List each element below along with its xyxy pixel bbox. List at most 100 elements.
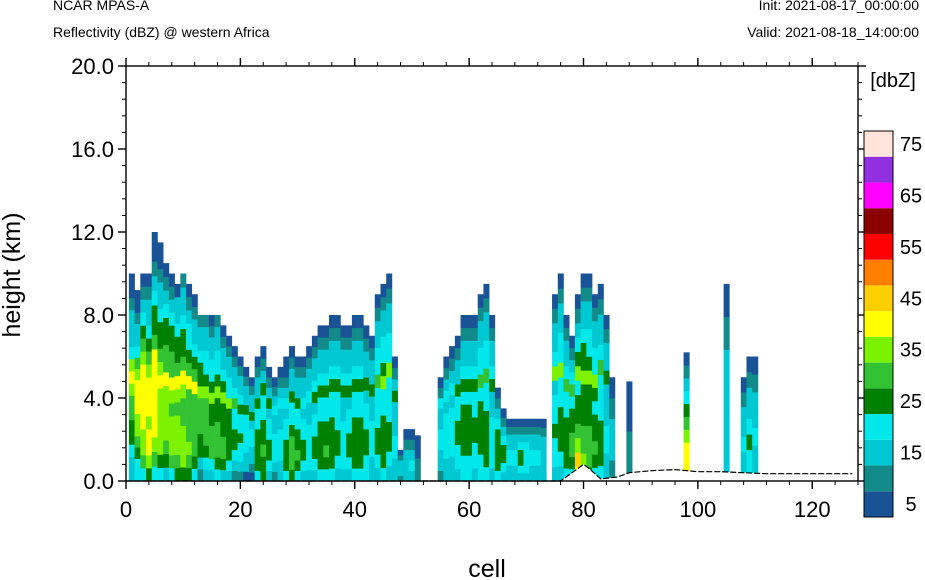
reflectivity-cell — [478, 428, 484, 442]
column-26 — [272, 377, 278, 481]
reflectivity-cell — [306, 357, 312, 369]
reflectivity-cell — [226, 429, 232, 440]
reflectivity-cell — [249, 420, 255, 429]
reflectivity-cell — [186, 402, 192, 415]
reflectivity-cell — [443, 424, 449, 436]
reflectivity-cell — [300, 388, 306, 399]
reflectivity-cell — [512, 465, 518, 473]
reflectivity-cell — [369, 445, 375, 457]
reflectivity-cell — [375, 308, 381, 322]
reflectivity-cell — [215, 469, 221, 481]
reflectivity-cell — [575, 395, 581, 410]
reflectivity-cell — [180, 274, 186, 288]
column-25 — [266, 367, 272, 481]
reflectivity-cell — [209, 315, 215, 326]
reflectivity-cell — [312, 425, 318, 436]
reflectivity-cell — [541, 437, 547, 446]
reflectivity-cell — [380, 428, 386, 441]
reflectivity-cell — [340, 349, 346, 361]
reflectivity-cell — [512, 458, 518, 466]
reflectivity-cell — [312, 369, 318, 380]
reflectivity-cell — [592, 321, 598, 335]
reflectivity-cell — [495, 388, 501, 399]
reflectivity-cell — [157, 282, 163, 296]
reflectivity-cell — [592, 388, 598, 402]
reflectivity-cell — [312, 447, 318, 458]
reflectivity-cell — [478, 334, 484, 348]
reflectivity-cell — [260, 383, 266, 396]
reflectivity-cell — [472, 443, 478, 456]
reflectivity-cell — [529, 473, 535, 481]
reflectivity-cell — [472, 455, 478, 468]
reflectivity-cell — [558, 392, 564, 407]
reflectivity-cell — [209, 392, 215, 403]
reflectivity-cell — [306, 414, 312, 426]
reflectivity-cell — [626, 381, 632, 431]
reflectivity-cell — [558, 451, 564, 466]
reflectivity-cell — [129, 432, 135, 445]
reflectivity-cell — [220, 336, 226, 347]
reflectivity-cell — [163, 290, 169, 304]
reflectivity-cell — [163, 345, 169, 359]
reflectivity-cell — [295, 367, 301, 378]
reflectivity-cell — [472, 392, 478, 405]
reflectivity-cell — [220, 470, 226, 481]
reflectivity-cell — [152, 437, 158, 452]
reflectivity-cell — [363, 338, 369, 351]
reflectivity-cell — [146, 390, 152, 403]
reflectivity-cell — [535, 427, 541, 435]
reflectivity-cell — [146, 416, 152, 429]
reflectivity-cell — [278, 460, 284, 471]
column-30 — [295, 357, 301, 482]
reflectivity-cell — [180, 440, 186, 454]
reflectivity-cell — [335, 315, 341, 328]
reflectivity-cell — [157, 388, 163, 402]
reflectivity-cell — [186, 350, 192, 363]
reflectivity-cell — [272, 387, 278, 397]
column-48 — [398, 450, 404, 481]
reflectivity-cell — [438, 450, 444, 461]
reflectivity-cell — [323, 433, 329, 445]
reflectivity-cell — [552, 424, 558, 439]
reflectivity-cell — [346, 421, 352, 433]
reflectivity-cell — [369, 348, 375, 360]
column-82 — [592, 294, 598, 481]
x-tick-label: 100 — [680, 497, 717, 522]
column-69 — [518, 419, 524, 482]
reflectivity-cell — [157, 269, 163, 283]
reflectivity-cell — [283, 450, 289, 461]
reflectivity-cell — [375, 414, 381, 428]
reflectivity-cell — [752, 374, 758, 392]
column-49 — [403, 429, 409, 481]
reflectivity-cell — [541, 419, 547, 428]
reflectivity-cell — [232, 346, 238, 357]
reflectivity-cell — [175, 428, 181, 441]
reflectivity-cell — [455, 408, 461, 420]
reflectivity-cell — [226, 388, 232, 399]
reflectivity-cell — [380, 284, 386, 297]
reflectivity-cell — [483, 368, 489, 382]
reflectivity-cell — [169, 377, 175, 390]
reflectivity-cell — [592, 441, 598, 455]
reflectivity-cell — [466, 430, 472, 443]
reflectivity-cell — [558, 362, 564, 377]
reflectivity-cell — [300, 357, 306, 368]
column-66 — [501, 408, 507, 481]
reflectivity-cell — [461, 443, 467, 456]
reflectivity-cell — [575, 309, 581, 324]
reflectivity-cell — [278, 408, 284, 419]
x-tick-label: 80 — [571, 497, 595, 522]
reflectivity-cell — [369, 457, 375, 469]
reflectivity-cell — [523, 450, 529, 458]
reflectivity-cell — [295, 408, 301, 419]
reflectivity-cell — [175, 468, 181, 481]
reflectivity-cell — [483, 453, 489, 467]
reflectivity-cell — [135, 346, 141, 358]
column-12 — [192, 294, 198, 481]
reflectivity-cell — [466, 455, 472, 468]
reflectivity-cell — [563, 328, 569, 341]
reflectivity-cell — [592, 334, 598, 348]
reflectivity-cell — [380, 415, 386, 428]
column-57 — [449, 346, 455, 481]
reflectivity-cell — [175, 389, 181, 402]
